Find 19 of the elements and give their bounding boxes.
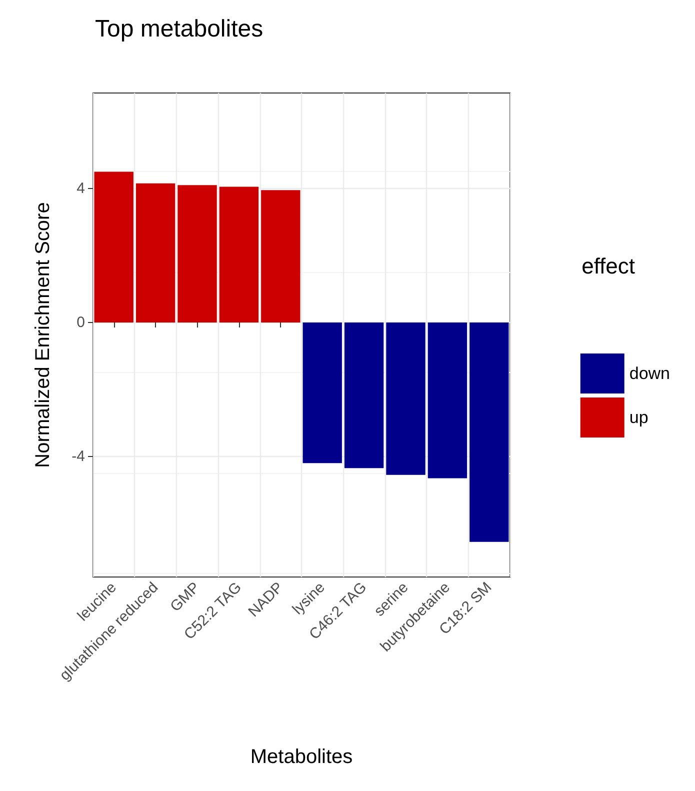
y-tick-label: 4	[76, 180, 85, 197]
bar	[94, 172, 134, 322]
x-axis-title: Metabolites	[250, 746, 353, 768]
bar	[428, 322, 468, 478]
bar	[386, 322, 426, 475]
bar	[470, 322, 509, 542]
y-tick-label: 0	[76, 314, 85, 331]
bar	[261, 190, 300, 322]
legend-title: effect	[582, 254, 636, 278]
bar	[302, 322, 342, 464]
y-tick-label: -4	[72, 448, 85, 465]
chart-title: Top metabolites	[95, 16, 264, 42]
bar	[136, 183, 176, 322]
bar	[344, 322, 384, 468]
bar	[178, 185, 217, 322]
legend-label: down	[629, 364, 670, 383]
y-axis-title: Normalized Enrichment Score	[32, 202, 54, 468]
legend-label: up	[629, 408, 648, 427]
bar	[219, 186, 259, 322]
